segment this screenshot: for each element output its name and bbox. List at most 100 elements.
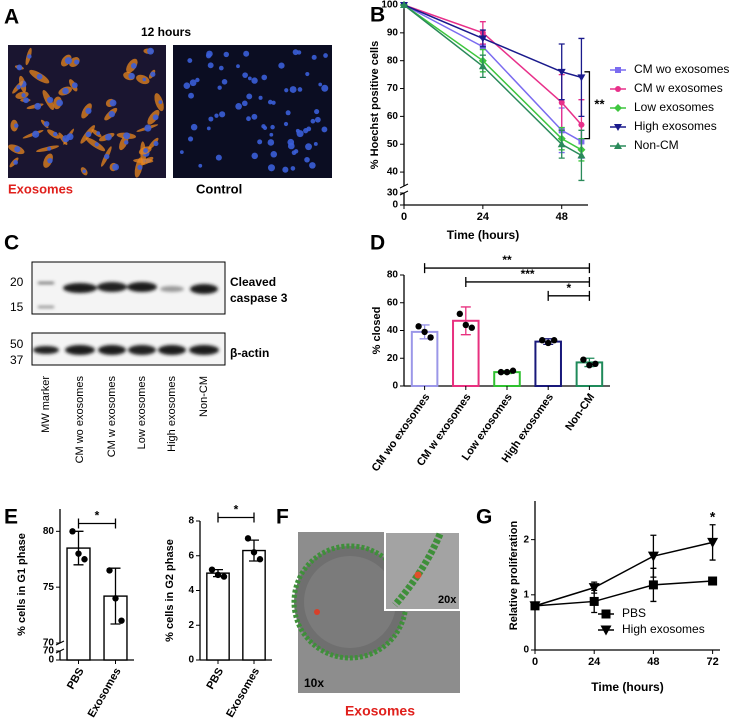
nucleus [290,166,296,171]
y-tick-label: 70 [43,638,55,649]
nucleus [236,64,240,69]
nucleus [62,87,69,95]
nucleus [241,100,248,107]
nucleus [158,100,163,105]
nucleus [215,154,222,161]
nucleus [150,71,156,77]
ladder-band [38,282,54,284]
marker [558,99,565,106]
data-point [592,360,599,367]
line [403,4,582,157]
y-tick-label: 80 [43,526,55,537]
panel-label: A [4,6,19,29]
inset [384,531,461,611]
line [403,4,582,126]
nucleus [142,77,147,82]
nucleus [283,121,289,127]
marker [557,68,566,76]
blot-label: Cleaved [230,275,276,289]
legend-label: Low exosomes [634,100,714,114]
bar [410,330,439,388]
blot-label: β-actin [230,346,269,360]
lane-label: MW marker [40,376,52,433]
inset-membrane [392,532,444,608]
nucleus [278,62,285,69]
y-tick-label: 60 [387,111,399,122]
data-point [497,368,505,376]
nucleus [251,113,258,120]
data-point [106,567,113,574]
y-tick-label: 1 [523,589,529,600]
nucleus [36,73,43,80]
nucleus [104,153,110,160]
y-tick-label: 0 [188,655,194,666]
nucleus [285,110,291,116]
nucleus [214,113,219,118]
legend-marker [614,142,622,149]
band [65,345,95,355]
nucleus [217,85,222,90]
panel-title: 12 hours [141,25,191,39]
nucleus [242,72,248,78]
y-tick-label: 30 [387,188,399,199]
nucleus [305,143,312,151]
nucleus [109,99,117,107]
nucleus [247,76,252,81]
nucleus [282,166,289,173]
mw-label: 20 [10,275,24,289]
line [403,4,582,79]
blot-bands [33,282,219,355]
nucleus [195,77,200,83]
nucleus [208,116,214,122]
band [158,345,186,355]
legend-marker [615,86,621,92]
nucleus [16,84,21,90]
marker [708,576,718,586]
nucleus [291,150,297,156]
nucleus [123,132,131,140]
nucleus [14,123,19,128]
nucleus [261,124,266,129]
data-point [250,549,258,556]
nucleus [258,95,263,100]
magnification: 10x [304,676,324,690]
y-axis-label: % cells in G2 phase [164,539,176,642]
nucleus [74,59,80,65]
data-point [539,337,546,344]
nucleus [207,62,214,69]
nucleus [34,102,42,110]
data-point [545,339,552,347]
data-point [456,310,463,318]
data-point [214,571,222,579]
data-point [427,334,434,341]
blot-label: caspase 3 [230,291,288,305]
y-tick-label: 4 [188,585,194,596]
data-point [415,323,422,330]
nucleus [323,53,328,58]
data-point [256,556,264,563]
lane-label: CM w exosomes [106,376,118,458]
nucleus [251,77,258,84]
band [98,345,126,355]
nucleus [85,107,92,114]
lane-label: High exosomes [166,376,178,452]
x-tick-label: Exosomes [86,666,124,720]
nucleus [108,110,115,118]
band [97,282,127,292]
nucleus [82,169,86,174]
bar [242,549,266,661]
significance-label: ** [502,253,512,267]
nucleus [144,124,152,132]
legend-label: CM w exosomes [634,81,723,95]
panel-label: B [370,4,385,27]
x-tick-label: 48 [647,656,659,668]
significance-label: * [234,503,239,517]
nucleus [318,82,323,87]
nucleus [32,130,40,138]
nucleus [188,92,195,99]
y-axis-label: % closed [371,307,383,355]
nucleus [221,79,228,85]
marker [400,1,408,8]
significance-label: *** [521,267,535,281]
line [534,541,713,607]
